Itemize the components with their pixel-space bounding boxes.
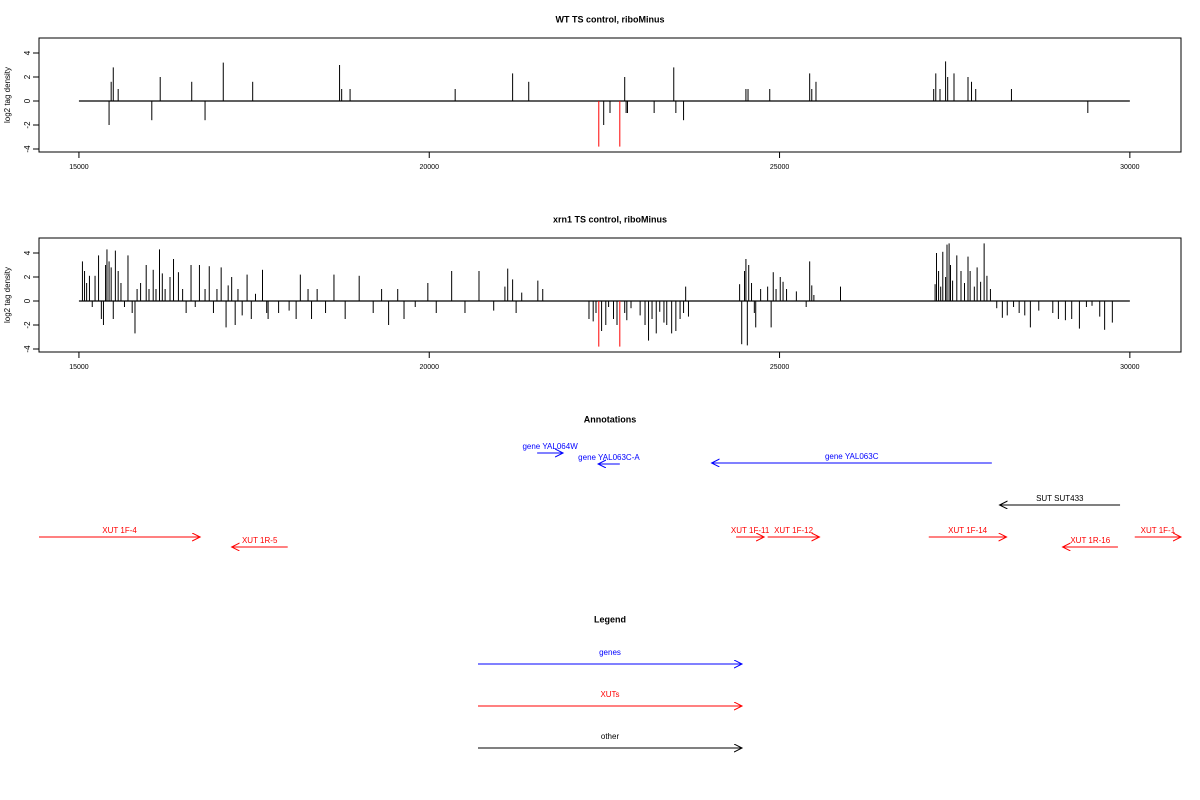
chart-title: WT TS control, riboMinus [556, 14, 665, 24]
y-tick-label: 4 [23, 250, 32, 255]
x-tick-label: 30000 [1120, 164, 1140, 171]
y-tick-label: -2 [23, 321, 32, 329]
plot-frame [38, 237, 1182, 353]
y-tick-label: -4 [23, 145, 32, 153]
x-tick-label: 15000 [69, 364, 89, 371]
feature-label: gene YAL064W [522, 442, 578, 451]
feature-label: gene YAL063C [825, 452, 879, 461]
feature-label: SUT SUT433 [1036, 494, 1084, 503]
y-tick-label: 0 [23, 298, 32, 303]
annotations-title: Annotations [584, 414, 637, 424]
y-tick-label: -2 [23, 121, 32, 129]
x-tick-label: 25000 [770, 164, 790, 171]
feature-label: XUT 1F-1 [1141, 526, 1176, 535]
x-tick-label: 20000 [420, 164, 440, 171]
y-tick-label: 0 [23, 98, 32, 103]
chart-title: xrn1 TS control, riboMinus [553, 214, 667, 224]
feature-label: XUT 1F-11 [731, 526, 770, 535]
feature-label: XUT 1F-14 [948, 526, 988, 535]
x-tick-label: 30000 [1120, 364, 1140, 371]
y-tick-label: -4 [23, 345, 32, 353]
x-tick-label: 15000 [69, 164, 89, 171]
x-tick-label: 20000 [420, 364, 440, 371]
legend-label: genes [599, 648, 621, 657]
y-axis-label: log2 tag density [3, 67, 12, 123]
y-tick-label: 2 [23, 74, 32, 79]
feature-label: XUT 1R-16 [1070, 536, 1110, 545]
y-tick-label: 2 [23, 274, 32, 279]
feature-label: XUT 1F-12 [774, 526, 814, 535]
y-tick-label: 4 [23, 50, 32, 55]
legend-label: other [601, 732, 620, 741]
feature-label: XUT 1R-5 [242, 536, 278, 545]
feature-label: XUT 1F-4 [102, 526, 137, 535]
legend-label: XUTs [600, 690, 619, 699]
feature-label: gene YAL063C-A [578, 453, 640, 462]
y-axis-label: log2 tag density [3, 267, 12, 323]
plot-frame [38, 37, 1182, 153]
legend-title: Legend [594, 614, 626, 624]
x-tick-label: 25000 [770, 364, 790, 371]
